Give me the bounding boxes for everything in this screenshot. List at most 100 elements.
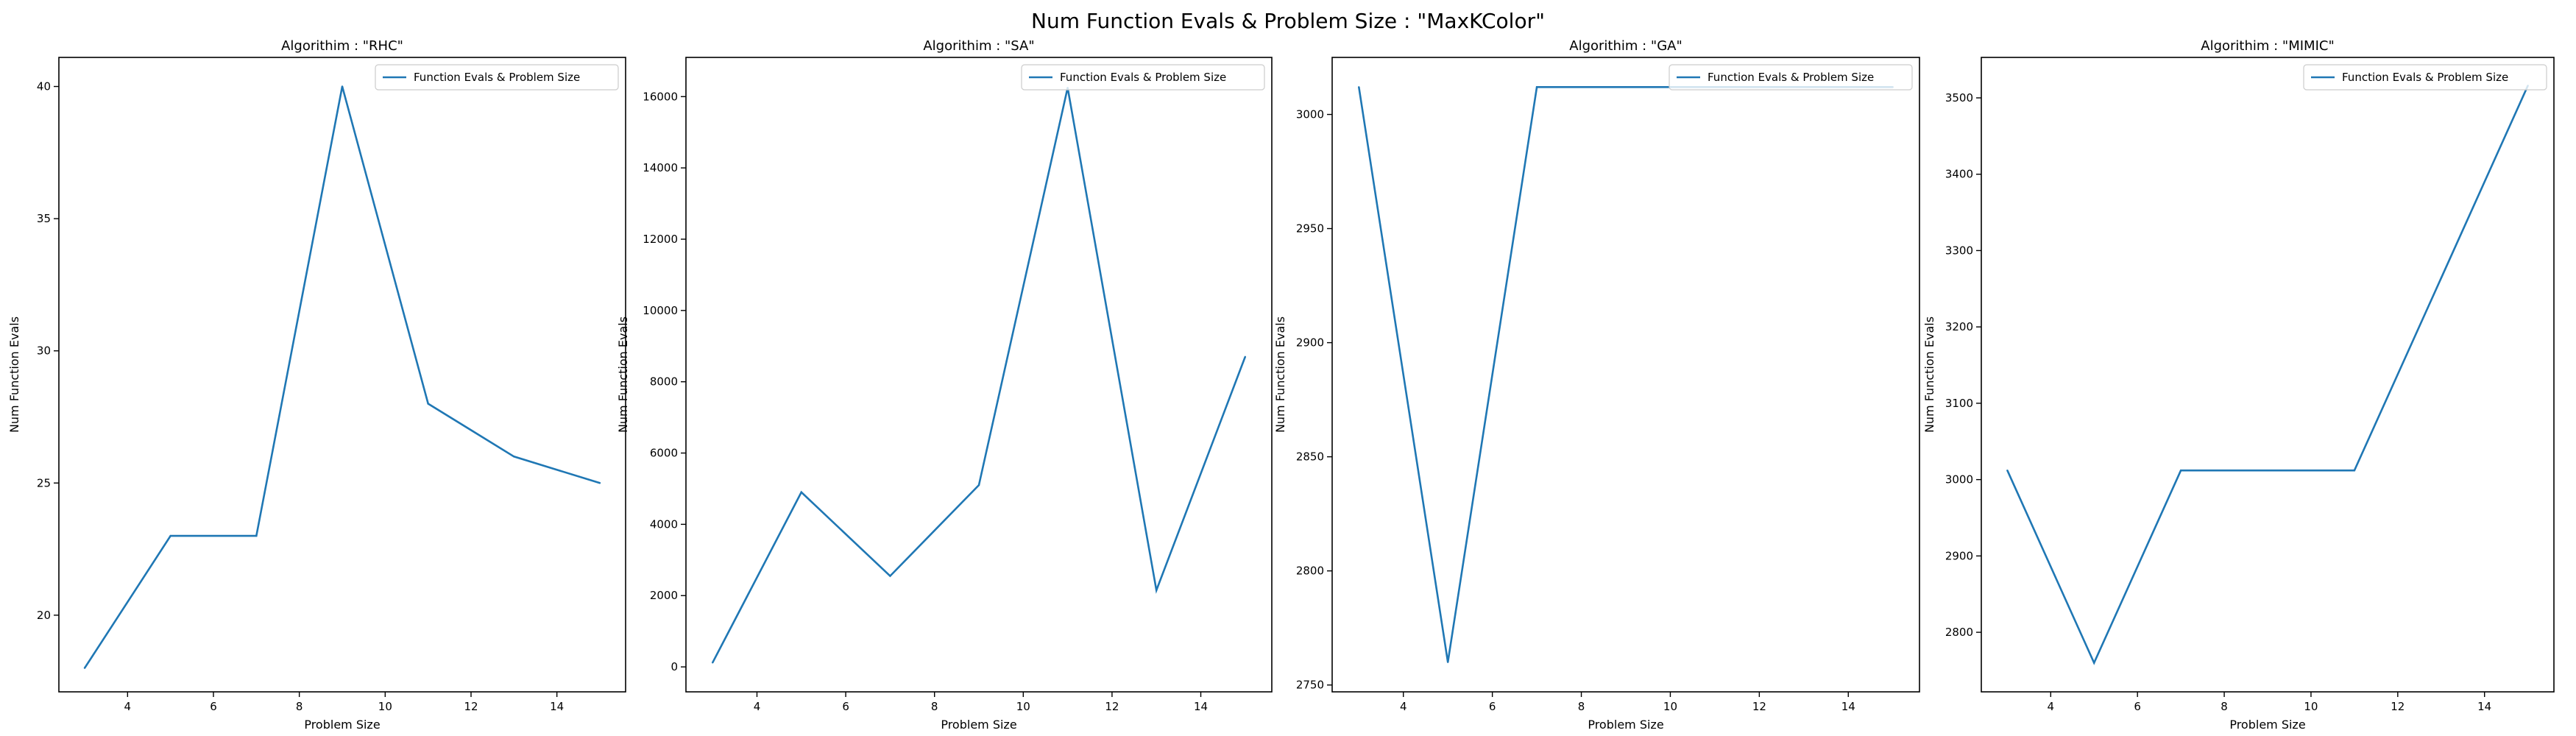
legend-label: Function Evals & Problem Size — [1060, 71, 1226, 84]
y-tick-label: 3500 — [1945, 91, 1973, 105]
legend-label: Function Evals & Problem Size — [1708, 71, 1874, 84]
y-tick-label: 3000 — [1296, 108, 1324, 121]
series-line — [1358, 86, 1893, 662]
x-tick-label: 10 — [378, 700, 392, 713]
y-tick-label: 2800 — [1945, 626, 1973, 639]
x-tick-label: 14 — [550, 700, 564, 713]
x-tick-label: 12 — [464, 700, 478, 713]
subplot-title: Algorithim : "RHC" — [281, 38, 403, 54]
y-tick-label: 4000 — [650, 517, 678, 531]
y-tick-label: 3100 — [1945, 397, 1973, 410]
figure-title: Num Function Evals & Problem Size : "Max… — [1031, 9, 1545, 33]
data-point — [255, 534, 258, 537]
y-tick-label: 6000 — [650, 447, 678, 460]
subplot-0: Algorithim : "RHC" 4 6 8 10 12 14 20 25 30 35 40 Pro… — [7, 38, 626, 732]
x-axis-label: Problem Size — [1588, 718, 1663, 732]
y-tick-label: 14000 — [643, 161, 678, 174]
x-tick-label: 10 — [1663, 700, 1677, 713]
data-point — [711, 662, 714, 664]
y-tick-label: 3200 — [1945, 320, 1973, 333]
y-tick-label: 35 — [37, 212, 51, 225]
series-line — [712, 87, 1247, 663]
subplot-title: Algorithim : "GA" — [1569, 38, 1682, 54]
data-point — [83, 667, 86, 669]
x-tick-label: 8 — [1578, 700, 1585, 713]
data-point — [427, 403, 429, 405]
x-tick-label: 6 — [842, 700, 849, 713]
y-tick-label: 30 — [37, 344, 51, 358]
subplot-3: Algorithim : "MIMIC" 4 6 8 10 12 14 2800 2900 300… — [1922, 38, 2555, 732]
axes-frame — [1331, 57, 1920, 693]
legend: Function Evals & Problem Size — [1021, 64, 1265, 91]
data-point — [1624, 86, 1627, 88]
y-tick-label: 8000 — [650, 375, 678, 389]
y-tick-label: 2750 — [1296, 679, 1324, 692]
x-tick-label: 12 — [1105, 700, 1119, 713]
data-point — [977, 484, 980, 486]
data-point — [1535, 86, 1538, 88]
x-tick-label: 6 — [1489, 700, 1496, 713]
x-tick-label: 6 — [2134, 700, 2141, 713]
legend: Function Evals & Problem Size — [375, 64, 619, 91]
data-point — [2440, 277, 2442, 279]
x-tick-label: 14 — [2477, 700, 2491, 713]
y-tick-label: 3300 — [1945, 244, 1973, 257]
axes-frame — [685, 57, 1273, 693]
data-point — [2093, 662, 2095, 664]
x-tick-label: 8 — [931, 700, 938, 713]
x-tick-label: 12 — [2391, 700, 2405, 713]
y-axis-label: Num Function Evals — [1273, 316, 1287, 433]
data-point — [889, 575, 891, 577]
x-tick-label: 4 — [124, 700, 132, 713]
y-tick-label: 20 — [37, 609, 51, 622]
subplot-2: Algorithim : "GA" 4 6 8 10 12 14 2750 2800 2850 29… — [1273, 38, 1920, 732]
x-tick-label: 14 — [1841, 700, 1855, 713]
y-tick-label: 2900 — [1945, 549, 1973, 562]
x-tick-label: 10 — [2304, 700, 2318, 713]
data-point — [1156, 589, 1158, 592]
x-tick-label: 4 — [1400, 700, 1407, 713]
data-point — [1244, 355, 1247, 358]
y-tick-label: 3000 — [1945, 473, 1973, 486]
y-tick-label: 25 — [37, 476, 51, 489]
data-point — [800, 491, 802, 494]
y-tick-label: 2850 — [1296, 450, 1324, 464]
series-line — [83, 86, 601, 669]
y-tick-label: 40 — [37, 80, 51, 93]
data-point — [2353, 469, 2356, 472]
data-point — [341, 85, 344, 88]
legend-box — [1669, 64, 1913, 91]
y-tick-label: 2800 — [1296, 565, 1324, 578]
x-tick-label: 4 — [2048, 700, 2055, 713]
data-point — [2266, 469, 2269, 472]
x-tick-label: 4 — [754, 700, 761, 713]
legend-box — [1021, 64, 1265, 91]
axes-frame — [1981, 57, 2555, 693]
legend-box — [2303, 64, 2547, 91]
y-axis-label: Num Function Evals — [616, 316, 630, 433]
data-point — [513, 456, 515, 458]
y-tick-label: 2900 — [1296, 336, 1324, 350]
y-tick-label: 2000 — [650, 589, 678, 602]
y-tick-label: 0 — [670, 660, 678, 673]
y-tick-label: 16000 — [643, 90, 678, 103]
legend: Function Evals & Problem Size — [2303, 64, 2547, 91]
y-tick-label: 10000 — [643, 304, 678, 317]
subplot-title: Algorithim : "MIMIC" — [2201, 38, 2334, 54]
y-tick-label: 12000 — [643, 233, 678, 246]
data-point — [1358, 86, 1360, 88]
x-axis-label: Problem Size — [304, 718, 380, 732]
y-axis-label: Num Function Evals — [1922, 316, 1936, 433]
subplot-title: Algorithim : "SA" — [923, 38, 1034, 54]
y-axis-label: Num Function Evals — [7, 316, 21, 433]
data-point — [2006, 469, 2009, 472]
x-axis-label: Problem Size — [2229, 718, 2305, 732]
x-axis-label: Problem Size — [941, 718, 1016, 732]
data-point — [1446, 661, 1449, 663]
series-line — [2006, 85, 2529, 665]
legend: Function Evals & Problem Size — [1669, 64, 1913, 91]
y-tick-label: 3400 — [1945, 168, 1973, 181]
data-point — [2179, 469, 2182, 472]
